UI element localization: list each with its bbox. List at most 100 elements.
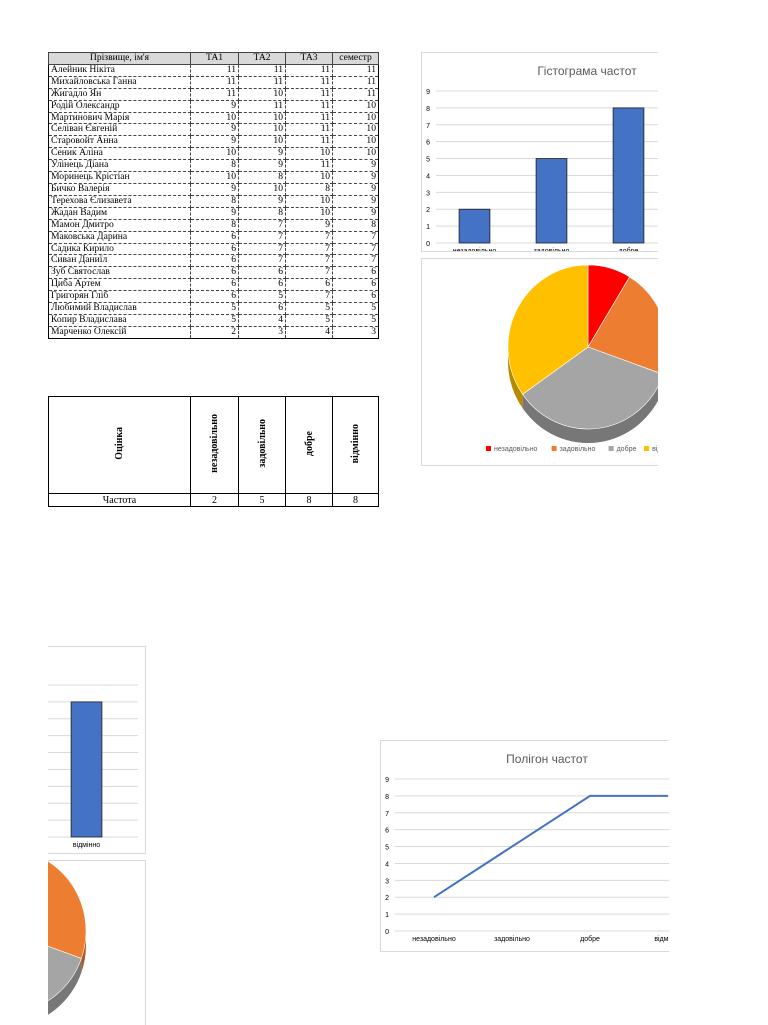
grade-cell-ta1: 11 bbox=[191, 88, 239, 100]
grade-cell-sem: 10 bbox=[333, 100, 379, 112]
student-name-cell: Сеник Аліна bbox=[49, 148, 191, 160]
grade-cell-ta3: 7 bbox=[286, 267, 333, 279]
grade-cell-ta2: 8 bbox=[239, 207, 286, 219]
pie-slice bbox=[48, 861, 86, 958]
freq-header-cell: задовільно bbox=[239, 397, 286, 494]
y-tick-label: 0 bbox=[426, 241, 430, 248]
grade-cell-ta2: 5 bbox=[239, 291, 286, 303]
freq-header-cell: відмінно bbox=[333, 397, 379, 494]
grade-cell-sem: 11 bbox=[333, 88, 379, 100]
grade-cell-sem: 7 bbox=[333, 255, 379, 267]
grade-cell-ta3: 11 bbox=[286, 64, 333, 76]
grade-cell-ta1: 2 bbox=[191, 326, 239, 338]
chart-title: Гістограма частот bbox=[537, 64, 637, 78]
grade-cell-sem: 11 bbox=[333, 64, 379, 76]
freq-header-label: Оцінка bbox=[114, 427, 125, 460]
bar bbox=[613, 108, 644, 243]
grade-cell-ta3: 10 bbox=[286, 172, 333, 184]
grade-cell-ta1: 9 bbox=[191, 207, 239, 219]
student-name-cell: Любимий Владислав bbox=[49, 303, 191, 315]
grade-cell-sem: 7 bbox=[333, 243, 379, 255]
grade-cell-ta1: 8 bbox=[191, 160, 239, 172]
freq-value-cell: 8 bbox=[286, 494, 333, 507]
student-name-cell: Михайловська Ганна bbox=[49, 76, 191, 88]
grade-cell-ta3: 5 bbox=[286, 314, 333, 326]
grade-cell-ta2: 6 bbox=[239, 279, 286, 291]
grade-cell-ta1: 9 bbox=[191, 183, 239, 195]
grade-cell-sem: 9 bbox=[333, 195, 379, 207]
y-tick-label: 8 bbox=[385, 794, 389, 801]
student-name-cell: Маковська Дарина bbox=[49, 231, 191, 243]
y-tick-label: 4 bbox=[385, 861, 389, 868]
grade-cell-sem: 10 bbox=[333, 148, 379, 160]
y-tick-label: 6 bbox=[385, 828, 389, 835]
student-name-cell: Моринець Крістіан bbox=[49, 172, 191, 184]
legend-label: задовільно bbox=[560, 445, 596, 453]
grade-cell-ta1: 6 bbox=[191, 279, 239, 291]
grade-cell-ta3: 11 bbox=[286, 112, 333, 124]
freq-header-label-cell: Оцінка bbox=[49, 397, 191, 494]
grade-cell-ta3: 11 bbox=[286, 76, 333, 88]
legend-label: незадовільно bbox=[494, 445, 538, 453]
y-tick-label: 5 bbox=[426, 157, 430, 164]
student-name-cell: Селіван Євгеній bbox=[49, 124, 191, 136]
y-tick-label: 5 bbox=[385, 845, 389, 852]
grade-cell-ta1: 9 bbox=[191, 124, 239, 136]
legend-swatch bbox=[644, 446, 649, 451]
grade-cell-ta3: 11 bbox=[286, 160, 333, 172]
grades-header-2: ТА2 bbox=[239, 53, 286, 65]
grade-cell-ta3: 10 bbox=[286, 195, 333, 207]
pie-chart-fragment bbox=[48, 860, 146, 1025]
grade-cell-ta2: 6 bbox=[239, 303, 286, 315]
grade-cell-ta1: 9 bbox=[191, 100, 239, 112]
grade-cell-ta2: 7 bbox=[239, 219, 286, 231]
grades-header-4: семестр bbox=[333, 53, 379, 65]
freq-column-label: відмінно bbox=[350, 424, 361, 463]
grade-cell-ta3: 7 bbox=[286, 243, 333, 255]
student-name-cell: Старовойт Анна bbox=[49, 136, 191, 148]
grades-header-1: ТА1 bbox=[191, 53, 239, 65]
grade-cell-ta1: 9 bbox=[191, 136, 239, 148]
freq-column-label: незадовільно bbox=[209, 414, 220, 473]
student-name-cell: Марченко Олексій bbox=[49, 326, 191, 338]
grade-cell-ta3: 11 bbox=[286, 100, 333, 112]
grade-cell-ta3: 7 bbox=[286, 291, 333, 303]
grade-cell-ta3: 5 bbox=[286, 303, 333, 315]
grade-cell-sem: 9 bbox=[333, 207, 379, 219]
grade-cell-sem: 6 bbox=[333, 291, 379, 303]
student-name-cell: Копир Владислава bbox=[49, 314, 191, 326]
x-tick-label: відмінно bbox=[654, 935, 669, 943]
grade-cell-ta2: 10 bbox=[239, 136, 286, 148]
x-tick-label: задовільно bbox=[534, 247, 570, 251]
grade-cell-ta1: 8 bbox=[191, 195, 239, 207]
x-tick-label: незадовільно bbox=[412, 935, 456, 943]
y-tick-label: 4 bbox=[426, 173, 430, 180]
grade-cell-ta2: 7 bbox=[239, 255, 286, 267]
grade-cell-ta2: 11 bbox=[239, 64, 286, 76]
grade-cell-sem: 9 bbox=[333, 160, 379, 172]
grade-cell-ta3: 11 bbox=[286, 124, 333, 136]
grade-cell-sem: 11 bbox=[333, 76, 379, 88]
grade-cell-sem: 6 bbox=[333, 267, 379, 279]
freq-column-label: задовільно bbox=[257, 419, 268, 468]
y-tick-label: 0 bbox=[385, 929, 389, 936]
student-name-cell: Алейник Нікіта bbox=[49, 64, 191, 76]
x-tick-label: незадовільно bbox=[453, 247, 497, 251]
student-name-cell: Сиван Даниїл bbox=[49, 255, 191, 267]
grade-cell-sem: 3 bbox=[333, 326, 379, 338]
grade-cell-ta2: 9 bbox=[239, 148, 286, 160]
x-tick-label: добре bbox=[580, 935, 600, 943]
